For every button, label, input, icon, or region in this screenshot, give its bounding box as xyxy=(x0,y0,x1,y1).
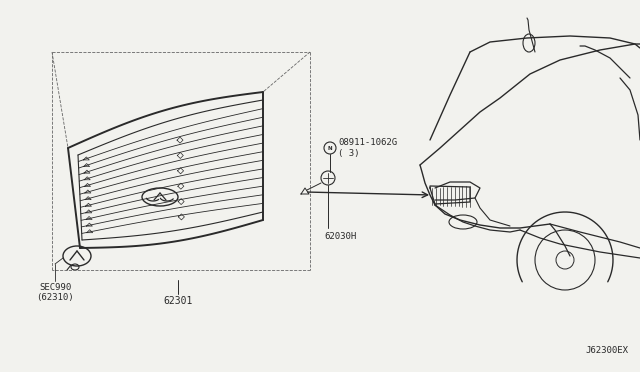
Text: 08911-1062G
( 3): 08911-1062G ( 3) xyxy=(338,138,397,158)
Text: 62030H: 62030H xyxy=(324,232,356,241)
Text: N: N xyxy=(328,145,332,151)
Text: J62300EX: J62300EX xyxy=(585,346,628,355)
Text: 62301: 62301 xyxy=(163,296,193,306)
Text: SEC990
(62310): SEC990 (62310) xyxy=(36,283,74,302)
